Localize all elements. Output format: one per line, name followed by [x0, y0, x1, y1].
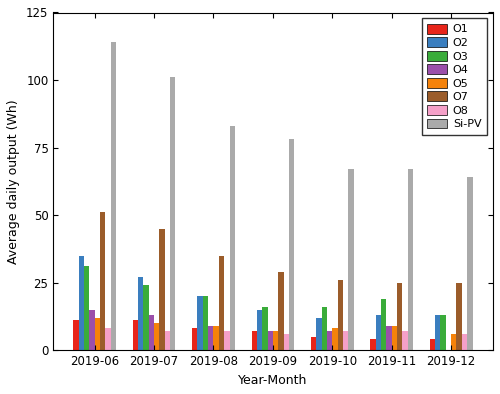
Bar — [278, 272, 283, 350]
Bar — [165, 331, 170, 350]
Bar — [144, 285, 148, 350]
Bar — [348, 169, 354, 350]
Bar — [100, 212, 105, 350]
Bar — [148, 315, 154, 350]
Bar — [284, 334, 289, 350]
Bar — [462, 334, 467, 350]
Bar — [230, 126, 235, 350]
Bar — [160, 229, 165, 350]
Bar — [327, 331, 332, 350]
Bar — [198, 296, 203, 350]
Bar — [78, 256, 84, 350]
Bar — [252, 331, 257, 350]
Bar — [257, 310, 262, 350]
Bar — [408, 169, 413, 350]
Bar — [262, 307, 268, 350]
Bar — [94, 318, 100, 350]
Bar — [84, 266, 89, 350]
Bar — [451, 334, 456, 350]
Bar — [338, 280, 343, 350]
Bar — [203, 296, 208, 350]
Bar — [90, 310, 94, 350]
Bar — [376, 315, 381, 350]
Bar — [170, 77, 175, 350]
Bar — [154, 323, 160, 350]
Bar — [208, 326, 214, 350]
Bar — [386, 326, 392, 350]
Bar — [440, 315, 446, 350]
Bar — [370, 339, 376, 350]
Bar — [224, 331, 230, 350]
Bar — [332, 329, 338, 350]
Bar — [289, 139, 294, 350]
Bar — [456, 282, 462, 350]
Bar — [132, 320, 138, 350]
Bar — [219, 256, 224, 350]
Bar — [322, 307, 327, 350]
Bar — [397, 282, 402, 350]
Bar — [74, 320, 78, 350]
Bar — [268, 331, 273, 350]
Bar — [402, 331, 408, 350]
Bar — [138, 277, 143, 350]
Bar — [343, 331, 348, 350]
Bar — [311, 336, 316, 350]
Bar — [192, 329, 198, 350]
Bar — [392, 326, 397, 350]
X-axis label: Year-Month: Year-Month — [238, 374, 308, 387]
Y-axis label: Average daily output (Wh): Average daily output (Wh) — [8, 99, 20, 264]
Bar — [110, 42, 116, 350]
Bar — [430, 339, 435, 350]
Bar — [467, 177, 472, 350]
Bar — [106, 329, 110, 350]
Bar — [435, 315, 440, 350]
Bar — [381, 299, 386, 350]
Bar — [214, 326, 219, 350]
Bar — [316, 318, 322, 350]
Legend: O1, O2, O3, O4, O5, O7, O8, Si-PV: O1, O2, O3, O4, O5, O7, O8, Si-PV — [422, 18, 487, 135]
Bar — [273, 331, 278, 350]
